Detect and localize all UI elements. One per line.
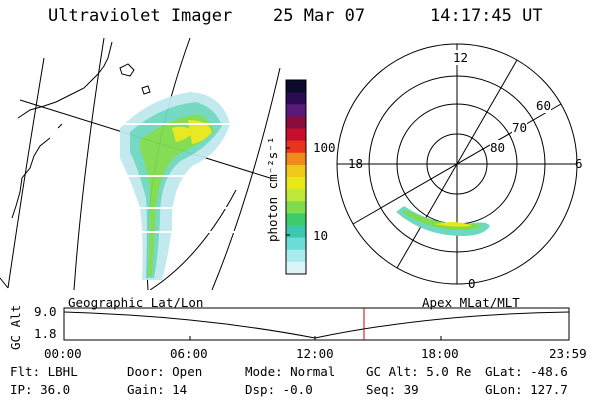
colorbar-swatch	[286, 128, 306, 142]
status-door: Door: Open	[127, 364, 203, 379]
colorbar-swatch	[286, 116, 306, 129]
colorbar-swatch	[286, 177, 306, 190]
status-gain: Gain: 14	[127, 382, 188, 397]
status-ip: IP: 36.0	[10, 382, 71, 397]
lat-label-60: 60	[536, 98, 552, 113]
xtick-0000: 00:00	[44, 346, 82, 361]
colorbar-swatch	[286, 92, 306, 105]
alt-ytick-bottom: 1.8	[34, 326, 57, 341]
altitude-plot	[63, 307, 570, 341]
colorbar-swatch	[286, 201, 306, 214]
mlt-label-6: 6	[575, 156, 583, 171]
geographic-map-panel	[0, 37, 281, 290]
geo-panel-label: Geographic Lat/Lon	[68, 295, 204, 310]
colorbar-unit-label: photon cm⁻²s⁻¹	[265, 136, 280, 242]
status-glat: GLat: -48.6	[485, 364, 568, 379]
xtick-1200: 12:00	[296, 346, 334, 361]
status-gc-alt: GC Alt: 5.0 Re	[366, 364, 472, 379]
xtick-2359: 23:59	[549, 346, 587, 361]
lat-label-80: 80	[490, 140, 506, 155]
colorbar-swatch	[286, 237, 306, 251]
scan-lines	[110, 123, 240, 233]
status-seq: Seq: 39	[366, 382, 419, 397]
island-outline	[119, 63, 135, 77]
status-glon: GLon: 127.7	[485, 382, 568, 397]
auroral-oval	[396, 206, 490, 236]
instrument-title: Ultraviolet Imager	[48, 6, 233, 26]
colorbar-swatch	[286, 261, 306, 275]
colorbar-swatch	[286, 213, 306, 226]
mlt-label-0: 0	[468, 276, 476, 291]
status-mode: Mode: Normal	[245, 364, 336, 379]
colorbar-swatch	[286, 152, 306, 166]
status-filter: Flt: LBHL	[10, 364, 78, 379]
auroral-emission	[120, 92, 230, 280]
colorbar-tick-100: 100	[313, 140, 336, 155]
colorbar-swatch	[286, 104, 306, 117]
polar-plot	[336, 43, 578, 285]
xtick-1800: 18:00	[421, 346, 459, 361]
colorbar-swatch	[286, 249, 306, 263]
colorbar	[285, 79, 307, 275]
mlt-label-12: 12	[452, 50, 470, 65]
island-outline	[141, 85, 151, 95]
colorbar-swatch	[286, 164, 306, 178]
colorbar-swatch	[286, 225, 306, 239]
colorbar-swatch	[286, 80, 306, 93]
mlt-label-18: 18	[348, 156, 364, 171]
time-label: 14:17:45 UT	[430, 6, 543, 26]
alt-ytick-top: 9.0	[34, 304, 57, 319]
lat-label-70: 70	[512, 120, 528, 135]
polar-panel-label: Apex MLat/MLT	[422, 295, 520, 310]
status-dsp: Dsp: -0.0	[245, 382, 313, 397]
colorbar-swatch	[286, 140, 306, 154]
date-label: 25 Mar 07	[273, 6, 366, 26]
coastline-outline	[11, 41, 113, 219]
colorbar-swatch	[286, 189, 306, 202]
colorbar-tick-10: 10	[313, 228, 329, 243]
xtick-0600: 06:00	[170, 346, 208, 361]
